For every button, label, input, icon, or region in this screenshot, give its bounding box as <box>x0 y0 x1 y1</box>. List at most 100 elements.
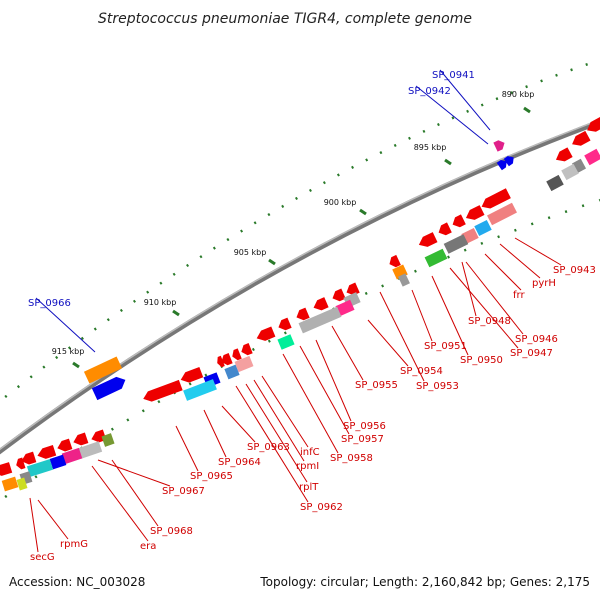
label-leader-line <box>175 425 199 472</box>
gene-feature <box>418 232 438 247</box>
genome-backbone <box>0 119 600 455</box>
gene-feature <box>224 364 240 380</box>
label-leader-line <box>415 85 489 145</box>
gene-feature <box>298 306 342 334</box>
scale-tick-mark <box>72 361 80 369</box>
label-leader-line <box>461 261 477 317</box>
gene-label: SP_0941 <box>432 70 475 81</box>
gene-label: SP_0964 <box>218 457 261 468</box>
gene-label: SP_0962 <box>300 502 343 513</box>
label-leader-line <box>282 353 339 454</box>
label-leader-line <box>484 253 522 291</box>
gene-feature <box>398 273 410 287</box>
gene-feature <box>546 174 564 192</box>
label-leader-line <box>261 375 309 448</box>
gene-feature <box>241 343 253 356</box>
label-leader-line <box>299 345 350 435</box>
label-leader-line <box>514 237 562 266</box>
gene-label: SP_0968 <box>150 526 193 537</box>
gene-feature <box>16 477 28 491</box>
gene-feature <box>496 160 507 171</box>
map-title: Streptococcus pneumoniae TIGR4, complete… <box>98 11 472 27</box>
label-leader-line <box>411 289 433 342</box>
gene-feature <box>335 299 355 317</box>
scale-tick-label: 910 kbp <box>144 298 177 307</box>
gene-feature <box>587 116 600 132</box>
label-leader-line <box>379 291 425 382</box>
label-leader-line <box>449 267 519 349</box>
gene-label: SP_0947 <box>510 348 553 359</box>
gene-feature <box>183 379 217 401</box>
label-leader-line <box>203 409 227 458</box>
gene-label: SP_0946 <box>515 334 558 345</box>
gene-label: rpmI <box>296 461 319 472</box>
gene-label: rpmG <box>60 539 88 550</box>
gene-feature <box>49 454 67 470</box>
gene-label: era <box>140 541 156 552</box>
label-leader-line <box>439 69 491 131</box>
gene-label: SP_0963 <box>247 442 290 453</box>
label-leader-line <box>465 261 524 335</box>
gene-feature <box>474 219 492 237</box>
scale-tick-mark <box>359 208 367 216</box>
gene-feature <box>256 326 276 341</box>
genome-backbone-highlight <box>0 119 600 451</box>
feature-group <box>0 116 600 492</box>
scale-ring-dots <box>0 58 600 403</box>
label-leader-line <box>245 383 308 483</box>
gene-feature <box>73 432 89 446</box>
scale-tick-label: 915 kbp <box>52 347 85 356</box>
gene-label-group: SP_0941 SP_0942 SP_0966 SP_0943 pyrH frr SP_09… <box>28 70 596 563</box>
gene-label: pyrH <box>532 278 556 289</box>
gene-feature <box>346 282 360 296</box>
gene-label: SP_0948 <box>468 316 511 327</box>
gene-label: frr <box>513 290 525 301</box>
gene-label: SP_0954 <box>400 366 443 377</box>
gene-feature <box>481 188 511 209</box>
label-leader-line <box>91 465 149 542</box>
gene-feature <box>16 457 26 470</box>
label-leader-line <box>111 459 159 527</box>
gene-label: SP_0955 <box>355 380 398 391</box>
gene-feature <box>561 163 579 181</box>
gene-feature <box>493 140 505 152</box>
label-leader-line <box>221 405 256 443</box>
gene-label: SP_0942 <box>408 86 451 97</box>
gene-label: SP_0951 <box>424 341 467 352</box>
label-leader-line <box>499 243 541 279</box>
gene-feature <box>389 254 401 268</box>
tick-group: 890 kbp 895 kbp 900 kbp 905 kbp 910 kbp 915 k… <box>52 90 535 369</box>
label-leader-line <box>431 275 469 356</box>
scale-tick-label: 890 kbp <box>502 90 535 99</box>
gene-feature <box>57 438 73 452</box>
gene-feature <box>21 451 37 465</box>
gene-feature <box>180 366 204 383</box>
gene-feature <box>584 148 600 166</box>
gene-feature <box>37 444 57 459</box>
accession-text: Accession: NC_003028 <box>9 575 145 589</box>
gene-feature <box>296 307 310 321</box>
gene-label: SP_0950 <box>460 355 503 366</box>
gene-feature <box>452 214 466 228</box>
gene-label: SP_0967 <box>162 486 205 497</box>
label-leader-line <box>315 339 352 422</box>
gene-feature <box>438 222 452 236</box>
gene-label: SP_0965 <box>190 471 233 482</box>
gene-feature <box>503 156 514 167</box>
gene-feature <box>217 355 225 368</box>
scale-tick-label: 895 kbp <box>414 143 447 152</box>
label-leader-line <box>29 497 39 553</box>
gene-feature <box>234 355 254 373</box>
gene-feature <box>143 379 183 402</box>
gene-label: infC <box>300 447 320 458</box>
gene-label: rplT <box>299 482 319 493</box>
gene-feature <box>91 376 126 401</box>
gene-label: SP_0957 <box>341 434 384 445</box>
gene-label: SP_0943 <box>553 265 596 276</box>
gene-label: SP_0966 <box>28 298 71 309</box>
gene-feature <box>221 353 233 366</box>
label-leader-line <box>37 499 69 540</box>
gene-feature <box>278 317 292 331</box>
gene-feature <box>26 459 54 477</box>
